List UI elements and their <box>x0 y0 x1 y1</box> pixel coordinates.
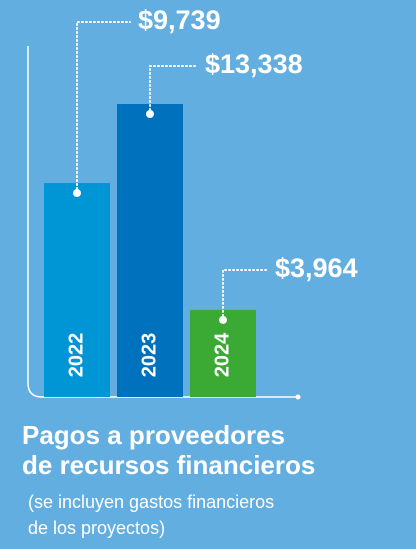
bar <box>190 309 256 397</box>
leader-line <box>76 21 131 195</box>
value-label: $9,739 <box>138 5 221 35</box>
x-tick-label: 2024 <box>211 332 233 377</box>
value-label: $13,338 <box>205 49 303 79</box>
value-label: $3,964 <box>275 253 358 283</box>
chart-title: de recursos financieros <box>22 450 315 480</box>
x-tick-label: 2022 <box>65 333 87 378</box>
chart-subtitle: de los proyectos) <box>28 518 165 538</box>
x-tick-label: 2023 <box>138 333 160 378</box>
chart-title: Pagos a proveedores <box>22 420 285 450</box>
chart-subtitle: (se incluyen gastos financieros <box>28 492 274 512</box>
axis <box>27 46 298 398</box>
leader-dot <box>219 315 227 324</box>
bar <box>44 183 110 397</box>
leader-line <box>222 269 268 321</box>
axis-end <box>295 394 301 400</box>
leader-dot <box>73 189 81 198</box>
leader-dot <box>146 110 154 118</box>
leader-line <box>149 65 198 115</box>
bar <box>117 104 183 397</box>
